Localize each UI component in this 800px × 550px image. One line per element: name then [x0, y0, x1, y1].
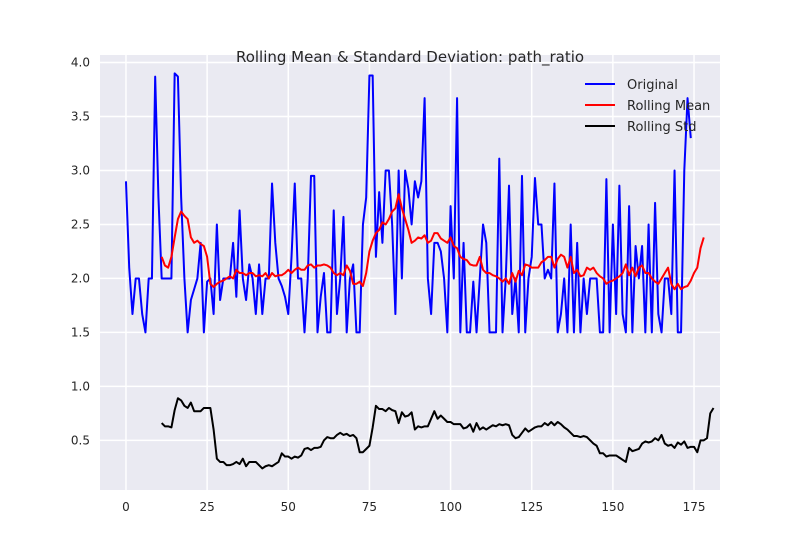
x-tick-label: 175 [683, 500, 706, 514]
legend-label-rolling-mean: Rolling Mean [627, 99, 710, 114]
series-lines [124, 72, 715, 470]
y-tick-label: 4.0 [71, 56, 90, 70]
y-tick-label: 2.5 [71, 217, 90, 231]
y-tick-label: 1.5 [71, 325, 90, 339]
x-tick-label: 75 [362, 500, 377, 514]
y-tick-label: 3.0 [71, 163, 90, 177]
legend-label-rolling-std: Rolling Std [627, 120, 696, 135]
x-tick-label: 150 [601, 500, 624, 514]
x-tick-label: 0 [122, 500, 130, 514]
y-tick-label: 2.0 [71, 271, 90, 285]
x-axis: 0 25 50 75 100 125 150 175 [122, 500, 705, 514]
x-tick-label: 100 [439, 500, 462, 514]
x-tick-label: 25 [199, 500, 214, 514]
x-tick-label: 50 [281, 500, 296, 514]
chart-title: Rolling Mean & Standard Deviation: path_… [236, 48, 584, 67]
rolling-mean-line [160, 193, 705, 291]
x-tick-label: 125 [520, 500, 543, 514]
y-tick-label: 0.5 [71, 433, 90, 447]
rolling-std-line [160, 397, 715, 470]
legend-label-original: Original [627, 78, 678, 93]
y-axis: 0.5 1.0 1.5 2.0 2.5 3.0 3.5 4.0 [71, 56, 90, 448]
y-tick-label: 3.5 [71, 110, 90, 124]
y-tick-label: 1.0 [71, 379, 90, 393]
original-line [124, 72, 692, 334]
legend: Original Rolling Mean Rolling Std [585, 78, 710, 135]
